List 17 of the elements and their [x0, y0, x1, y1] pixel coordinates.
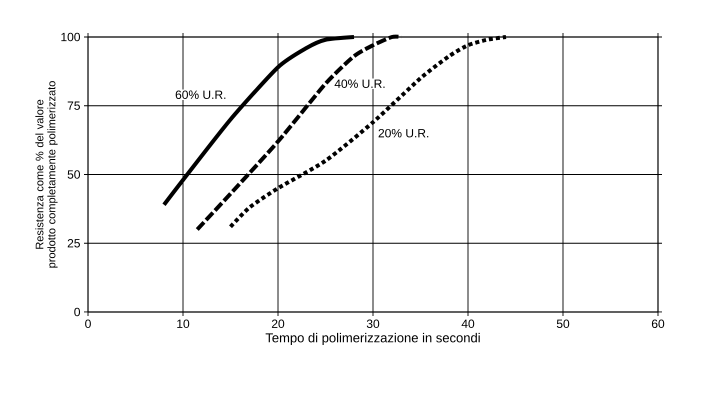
y-tick-label: 0 — [74, 308, 80, 316]
y-axis-title: Resistenza come % del valore prodotto completamente polimerizzato — [35, 81, 58, 268]
x-tick-label: 0 — [85, 320, 91, 328]
x-tick-label: 10 — [177, 320, 190, 328]
x-tick-label: 50 — [556, 320, 570, 328]
series-label: 40% U.R. — [334, 80, 385, 88]
x-tick-label: 30 — [366, 320, 380, 328]
x-tick-label: 60 — [652, 320, 664, 328]
y-tick-label: 50 — [68, 170, 80, 179]
y-tick-label: 75 — [68, 102, 80, 110]
series-label: 60% U.R. — [176, 90, 226, 99]
x-tick-label: 20 — [272, 320, 284, 328]
y-tick-label: 100 — [61, 32, 80, 42]
x-tick-label: 40 — [462, 320, 474, 328]
x-axis-title: Tempo di polimerizzazione in secondi — [266, 332, 480, 345]
y-tick-label: 25 — [68, 238, 80, 248]
series-label: 20% U.R. — [378, 128, 428, 138]
